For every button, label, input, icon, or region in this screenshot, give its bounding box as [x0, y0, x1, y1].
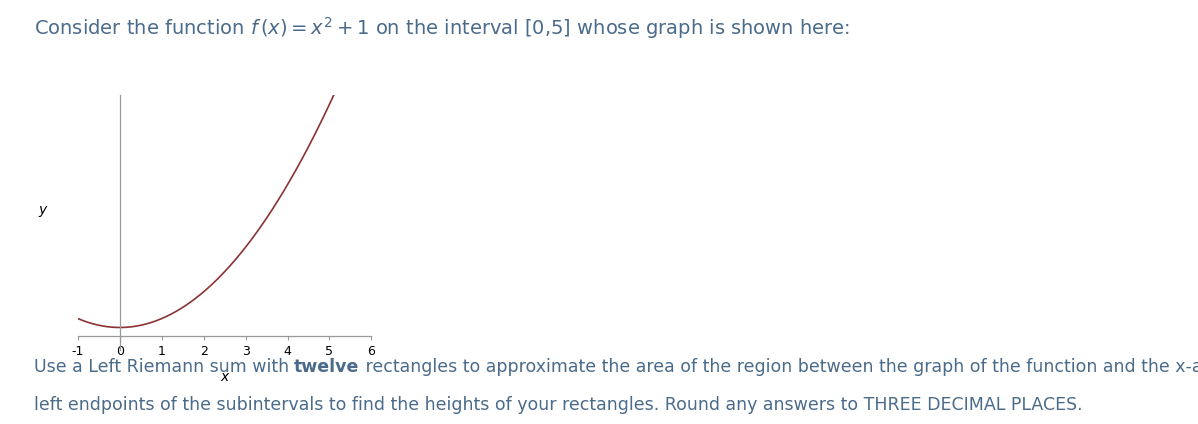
Text: y: y	[38, 203, 47, 217]
Text: twelve: twelve	[295, 358, 359, 376]
Text: rectangles to approximate the area of the region between the graph of the functi: rectangles to approximate the area of th…	[359, 358, 1198, 376]
Text: Use a Left Riemann sum with: Use a Left Riemann sum with	[34, 358, 295, 376]
Text: Consider the function $f\,(x) = x^2 + 1$ on the interval [0,5] whose graph is sh: Consider the function $f\,(x) = x^2 + 1$…	[34, 15, 849, 41]
Text: x: x	[220, 370, 229, 384]
Text: left endpoints of the subintervals to find the heights of your rectangles. Round: left endpoints of the subintervals to fi…	[34, 396, 1082, 414]
